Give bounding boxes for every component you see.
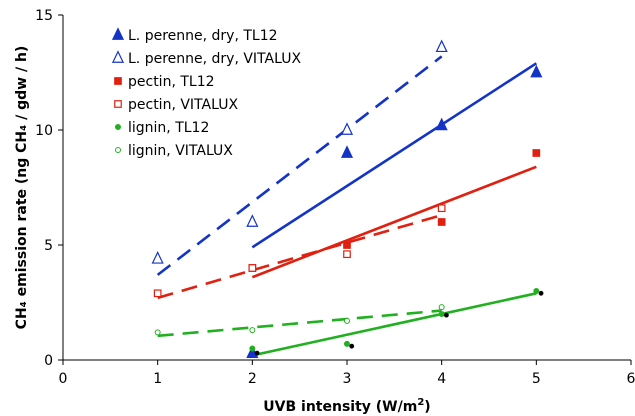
x-tick-label: 1	[153, 371, 162, 387]
legend-label-2: L. perenne, dry, VITALUX	[128, 51, 301, 67]
x-tick-label: 4	[437, 371, 446, 387]
data-point-series-6-1	[154, 329, 161, 336]
data-point-extra-2	[349, 343, 355, 349]
data-point-series-6-4	[438, 304, 445, 311]
data-point-series-5-4	[533, 288, 540, 294]
data-point-series-1-3	[435, 117, 448, 131]
legend-marker-1	[111, 27, 125, 40]
fit-lines	[156, 55, 538, 357]
x-tick-label: 5	[532, 371, 541, 387]
x-axis-title: UVB intensity (W/m2)	[263, 397, 430, 415]
data-point-series-2-4	[435, 39, 448, 53]
fit-line-series-4	[157, 213, 443, 300]
data-point-series-2-1	[151, 251, 164, 264]
legend: L. perenne, dry, TL12 L. perenne, dry, VI…	[111, 27, 301, 159]
x-tick-label: 0	[59, 371, 68, 387]
legend-marker-4	[114, 100, 122, 108]
legend-label-5: lignin, TL12	[128, 120, 209, 136]
y-tick-label: 0	[44, 353, 53, 369]
x-tick-label: 2	[248, 371, 257, 387]
legend-marker-6	[115, 147, 121, 153]
data-point-series-3-2	[343, 241, 351, 249]
y-axis-title: CH₄ emission rate (ng CH₄ / gdw / h)	[14, 46, 30, 330]
legend-label-4: pectin, VITALUX	[128, 97, 238, 113]
y-tick-label: 15	[35, 8, 53, 24]
x-axis-title-main: UVB intensity (W/m	[263, 399, 417, 415]
fit-line-series-2	[156, 55, 443, 276]
data-point-series-4-1	[153, 289, 162, 298]
x-axis-title-end: )	[424, 399, 430, 415]
data-point-extra-4	[538, 290, 544, 296]
data-point-series-6-2	[249, 327, 256, 334]
data-point-series-2-2	[246, 214, 259, 227]
x-tick-label: 3	[343, 371, 352, 387]
data-point-series-4-4	[437, 204, 446, 213]
data-point-series-1-2	[340, 145, 354, 158]
x-tick-label: 6	[627, 371, 635, 387]
data-point-series-2-3	[340, 122, 354, 135]
data-point-series-1-4	[530, 64, 543, 78]
data-point-series-3-4	[532, 149, 541, 157]
legend-label-3: pectin, TL12	[128, 74, 215, 90]
fit-line-series-1	[251, 62, 538, 249]
fit-line-series-5	[252, 292, 537, 357]
legend-label-6: lignin, VITALUX	[128, 143, 233, 159]
fit-line-series-6	[157, 309, 442, 338]
data-point-extra-1	[254, 350, 260, 356]
legend-marker-5	[115, 124, 121, 130]
legend-marker-2	[111, 50, 125, 63]
legend-label-1: L. perenne, dry, TL12	[128, 28, 278, 44]
fit-line-series-3	[251, 165, 537, 279]
y-tick-label: 5	[44, 238, 53, 254]
y-tick-label: 10	[35, 123, 53, 139]
data-point-series-1-1	[246, 345, 259, 358]
data-point-series-5-3	[438, 311, 445, 317]
axis-ticks: 0 1 2 3 4 5 6 0 5 10 15	[35, 8, 635, 387]
data-markers	[151, 39, 544, 358]
data-point-series-4-3	[343, 250, 351, 259]
data-point-series-6-3	[344, 317, 350, 324]
x-axis-title-superscript: 2	[417, 397, 424, 408]
data-point-series-5-1	[249, 345, 256, 352]
data-point-series-5-2	[344, 340, 350, 347]
data-point-extra-3	[444, 312, 449, 318]
data-point-series-3-3	[437, 218, 446, 226]
legend-marker-3	[114, 77, 122, 85]
data-point-series-4-2	[248, 264, 257, 272]
